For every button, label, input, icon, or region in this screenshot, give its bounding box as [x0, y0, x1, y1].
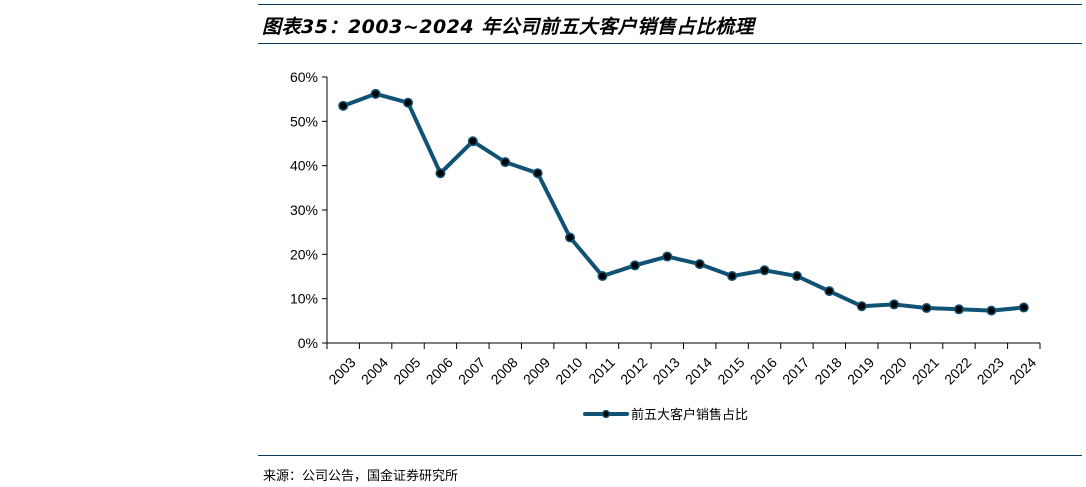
data-point: [338, 100, 349, 111]
data-point: [435, 168, 446, 179]
data-point: [727, 271, 738, 282]
x-tick-label: 2019: [844, 354, 877, 387]
data-point: [629, 260, 640, 271]
x-tick-label: 2012: [617, 354, 650, 387]
x-tick-label: 2009: [520, 354, 553, 387]
data-point: [403, 97, 414, 108]
y-tick-label: 50%: [290, 113, 318, 129]
title-rule: [258, 43, 1082, 44]
x-tick-label: 2020: [876, 354, 909, 387]
data-point: [370, 88, 381, 99]
x-tick-label: 2022: [941, 354, 974, 387]
series-layer: [338, 88, 1029, 316]
data-point: [694, 259, 705, 270]
data-point: [565, 232, 576, 243]
x-tick-label: 2005: [390, 354, 423, 387]
legend-label: 前五大客户销售占比: [631, 407, 748, 423]
x-tick-label: 2024: [1006, 354, 1039, 387]
data-point: [500, 157, 511, 168]
y-tick-label: 30%: [290, 202, 318, 218]
data-point: [953, 304, 964, 315]
data-point: [889, 299, 900, 310]
data-point: [1018, 302, 1029, 313]
legend: 前五大客户销售占比: [583, 407, 748, 423]
x-tick-label: 2004: [358, 354, 391, 387]
data-point: [824, 286, 835, 297]
x-tick-label: 2003: [325, 354, 358, 387]
x-tick-label: 2014: [682, 354, 715, 387]
data-point: [597, 271, 608, 282]
data-point: [791, 271, 802, 282]
x-tick-label: 2008: [487, 354, 520, 387]
x-tick-label: 2011: [585, 354, 618, 387]
x-tick-label: 2017: [779, 354, 812, 387]
x-tick-label: 2015: [714, 354, 747, 387]
y-tick-label: 40%: [290, 158, 318, 174]
x-tick-label: 2018: [811, 354, 844, 387]
y-tick-label: 60%: [290, 69, 318, 85]
data-point: [921, 302, 932, 313]
series-line: [341, 91, 1026, 313]
x-tick-label: 2010: [552, 354, 585, 387]
x-tick-label: 2016: [747, 354, 780, 387]
data-point: [467, 136, 478, 147]
data-point: [662, 251, 673, 262]
x-tick-label: 2007: [455, 354, 488, 387]
y-axis: 0% 10% 20% 30% 40% 50% 60%: [290, 69, 328, 351]
x-axis: 2003 2004 2005 2006 2007 2008 2009 2010 2011 2012…: [325, 342, 1041, 388]
x-tick-label: 2013: [649, 354, 682, 387]
data-point: [856, 301, 867, 312]
data-point: [986, 305, 997, 316]
data-point: [759, 265, 770, 276]
source-note: 来源：公司公告，国金证券研究所: [263, 469, 459, 484]
x-tick-label: 2021: [909, 354, 942, 387]
top-rule: [258, 4, 1082, 5]
bottom-rule: [258, 455, 1082, 456]
y-tick-label: 20%: [290, 246, 318, 262]
legend-marker-swatch: [601, 409, 611, 419]
x-tick-label: 2006: [423, 354, 456, 387]
y-tick-label: 10%: [290, 291, 318, 307]
data-point: [532, 168, 543, 179]
x-tick-label: 2023: [974, 354, 1007, 387]
figure-title: 图表35：2003~2024 年公司前五大客户销售占比梳理: [262, 16, 755, 38]
y-tick-label: 0%: [298, 335, 318, 351]
